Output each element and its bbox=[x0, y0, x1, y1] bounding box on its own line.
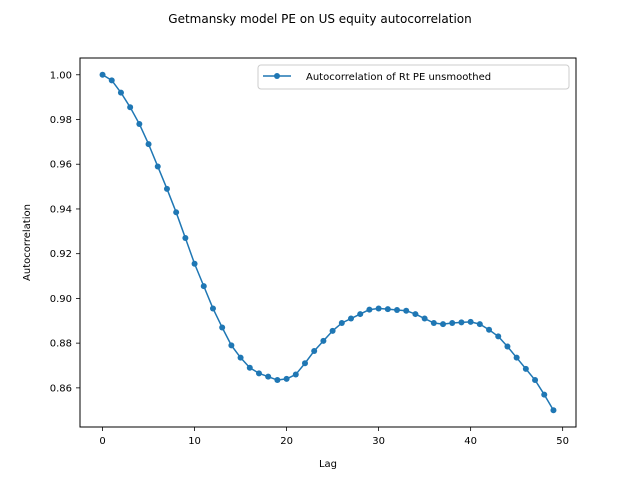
data-point-lag-4 bbox=[136, 120, 143, 127]
data-point-lag-14 bbox=[228, 342, 235, 349]
y-tick-label-0.94: 0.94 bbox=[50, 204, 72, 215]
data-point-lag-35 bbox=[421, 315, 428, 322]
data-point-lag-1 bbox=[108, 77, 115, 84]
y-tick-label-0.92: 0.92 bbox=[50, 249, 72, 260]
x-tick-label-30: 30 bbox=[372, 436, 385, 447]
data-point-lag-38 bbox=[449, 320, 456, 327]
data-point-lag-36 bbox=[430, 320, 437, 327]
data-point-lag-26 bbox=[338, 320, 345, 327]
plot-frame bbox=[79, 57, 577, 428]
data-point-lag-32 bbox=[394, 307, 401, 314]
data-point-lag-33 bbox=[403, 307, 410, 314]
data-point-lag-17 bbox=[255, 370, 262, 377]
data-point-lag-37 bbox=[440, 321, 447, 328]
data-point-lag-40 bbox=[467, 318, 474, 325]
x-axis-label: Lag bbox=[319, 459, 337, 470]
data-point-lag-39 bbox=[458, 319, 465, 326]
data-point-lag-6 bbox=[154, 163, 161, 170]
data-point-lag-28 bbox=[357, 311, 364, 318]
legend-label: Autocorrelation of Rt PE unsmoothed bbox=[306, 72, 491, 83]
data-point-lag-31 bbox=[384, 306, 391, 313]
legend-marker-swatch bbox=[274, 73, 280, 79]
legend-box bbox=[257, 64, 570, 90]
y-tick-label-0.96: 0.96 bbox=[50, 160, 72, 171]
data-point-lag-21 bbox=[292, 371, 299, 378]
data-point-lag-46 bbox=[522, 365, 529, 372]
data-point-lag-41 bbox=[476, 321, 483, 328]
x-tick-label-0: 0 bbox=[99, 436, 105, 447]
data-point-lag-25 bbox=[329, 327, 336, 334]
x-tick-label-20: 20 bbox=[280, 436, 293, 447]
legend: Autocorrelation of Rt PE unsmoothed bbox=[257, 64, 570, 90]
data-point-lag-22 bbox=[301, 360, 308, 367]
data-point-lag-27 bbox=[348, 315, 355, 322]
data-point-lag-18 bbox=[265, 373, 272, 380]
x-tick-label-50: 50 bbox=[556, 436, 569, 447]
data-point-lag-15 bbox=[237, 354, 244, 361]
data-point-lag-12 bbox=[209, 305, 216, 312]
data-point-lag-43 bbox=[495, 333, 502, 340]
data-point-lag-19 bbox=[274, 377, 281, 384]
data-point-lag-16 bbox=[246, 364, 253, 371]
data-point-lag-47 bbox=[532, 377, 539, 384]
data-point-lag-9 bbox=[182, 235, 189, 242]
data-point-lag-24 bbox=[320, 337, 327, 344]
data-point-lag-48 bbox=[541, 391, 548, 398]
chart-title: Getmansky model PE on US equity autocorr… bbox=[168, 12, 471, 26]
x-tick-label-40: 40 bbox=[464, 436, 477, 447]
data-point-lag-23 bbox=[311, 347, 318, 354]
data-point-lag-29 bbox=[366, 306, 373, 313]
x-tick-label-10: 10 bbox=[188, 436, 201, 447]
data-point-lag-10 bbox=[191, 260, 198, 267]
data-point-lag-13 bbox=[219, 324, 226, 331]
y-tick-label-0.86: 0.86 bbox=[50, 383, 72, 394]
data-point-lag-42 bbox=[486, 326, 493, 333]
data-point-lag-20 bbox=[283, 375, 290, 382]
y-tick-label-0.88: 0.88 bbox=[50, 339, 72, 350]
data-point-lag-8 bbox=[173, 209, 180, 216]
y-axis-label: Autocorrelation bbox=[22, 204, 33, 281]
data-point-lag-3 bbox=[127, 104, 134, 111]
data-point-lag-30 bbox=[375, 305, 382, 312]
data-point-lag-0 bbox=[99, 71, 106, 78]
data-point-lag-49 bbox=[550, 407, 557, 414]
data-point-lag-34 bbox=[412, 311, 419, 318]
data-point-lag-44 bbox=[504, 343, 511, 350]
y-tick-label-0.98: 0.98 bbox=[50, 115, 72, 126]
data-point-lag-2 bbox=[117, 89, 124, 96]
y-tick-label-0.90: 0.90 bbox=[50, 294, 72, 305]
data-point-lag-45 bbox=[513, 354, 520, 361]
data-point-lag-5 bbox=[145, 141, 152, 148]
y-tick-label-1.00: 1.00 bbox=[50, 70, 72, 81]
data-point-lag-11 bbox=[200, 283, 207, 290]
data-point-lag-7 bbox=[163, 185, 170, 192]
